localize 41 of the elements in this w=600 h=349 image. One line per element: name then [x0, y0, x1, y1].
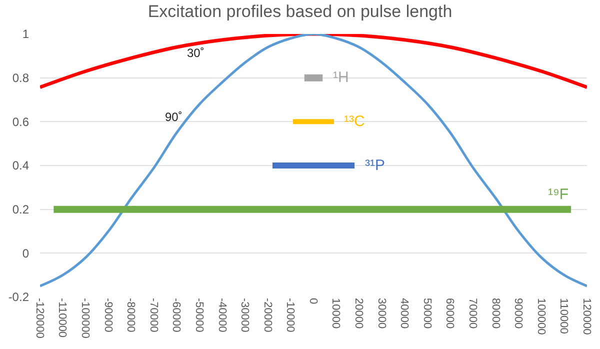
x-tick-label: 80000: [489, 298, 502, 329]
line-series: [40, 34, 587, 288]
x-tick-label: 10000: [330, 298, 342, 329]
x-tick-label: 110000: [558, 298, 570, 334]
x-tick-label: 20000: [352, 298, 365, 329]
series-label: ³¹P: [365, 157, 385, 174]
x-tick-label: 50000: [420, 298, 433, 329]
x-tick-label: 70000: [466, 298, 478, 329]
series-label: ¹³C: [344, 113, 365, 130]
x-tick-label: -110000: [56, 298, 68, 338]
x-tick-label: -120000: [33, 298, 46, 338]
x-tick-label: -60000: [170, 298, 182, 332]
chart-title: Excitation profiles based on pulse length: [148, 2, 452, 22]
series-label: ¹H: [333, 69, 349, 86]
x-tick-label: -20000: [261, 298, 274, 332]
x-tick-label: -100000: [79, 298, 92, 338]
x-tick-label: 0: [306, 298, 319, 304]
x-tick-label: -90000: [102, 298, 114, 332]
x-tick-label: 60000: [444, 298, 456, 329]
x-tick-label: -10000: [284, 298, 296, 332]
x-tick-label: -80000: [124, 298, 137, 332]
y-tick-label: 0.2: [12, 202, 30, 217]
x-tick-label: -50000: [192, 298, 205, 332]
x-tick-label: 90000: [512, 298, 524, 329]
y-tick-label: 1: [22, 27, 30, 42]
series-label: ¹⁹F: [548, 186, 569, 203]
x-tick-label: -70000: [147, 298, 160, 332]
y-tick-label: 0.4: [12, 158, 30, 173]
x-tick-label: -30000: [238, 298, 251, 332]
series-label: 30˚: [187, 46, 204, 60]
x-tick-label: 120000: [580, 298, 592, 335]
y-tick-label: -0.2: [8, 290, 30, 304]
line-series: [40, 34, 587, 90]
x-tick-label: 40000: [398, 298, 410, 329]
y-tick-label: 0.8: [12, 71, 30, 86]
y-tick-label: 0.6: [12, 114, 30, 129]
x-tick-label: 100000: [534, 298, 547, 335]
series-label: 90˚: [165, 110, 182, 124]
x-tick-label: 30000: [375, 298, 388, 329]
x-tick-label: -40000: [216, 298, 228, 332]
y-tick-label: 0: [22, 246, 30, 260]
